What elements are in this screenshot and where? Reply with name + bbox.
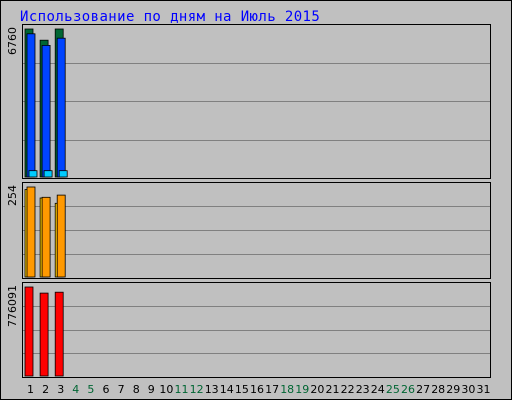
panel-3-series-1-bar-day-1 bbox=[24, 286, 34, 377]
x-tick-label-7: 7 bbox=[118, 383, 125, 396]
panel-2-max-label: 254 bbox=[6, 185, 19, 206]
panel-2-series-2-bar-day-1 bbox=[26, 186, 36, 278]
x-tick-label-21: 21 bbox=[326, 383, 340, 396]
panel-1-max-label: 6760 bbox=[6, 27, 19, 55]
x-tick-label-23: 23 bbox=[356, 383, 370, 396]
x-tick-label-6: 6 bbox=[103, 383, 110, 396]
x-tick-label-12: 12 bbox=[190, 383, 204, 396]
x-tick-label-11: 11 bbox=[175, 383, 189, 396]
x-tick-label-31: 31 bbox=[477, 383, 491, 396]
panel-3-max-label: 776091 bbox=[6, 285, 19, 327]
panel-2-border bbox=[22, 182, 491, 279]
panel-1-series-2-bar-day-2 bbox=[41, 45, 51, 178]
panel-1-series-3-bar-day-2 bbox=[43, 170, 53, 178]
x-tick-label-9: 9 bbox=[148, 383, 155, 396]
chart-title: Использование по дням на Июль 2015 bbox=[20, 9, 321, 25]
x-tick-label-15: 15 bbox=[235, 383, 249, 396]
panel-3-background bbox=[22, 282, 490, 377]
panel-3-series-1-bar-day-2 bbox=[39, 292, 49, 377]
panel-2-series-2-bar-day-2 bbox=[41, 196, 51, 278]
x-tick-label-16: 16 bbox=[250, 383, 264, 396]
panel-1-series-3-bar-day-1 bbox=[28, 170, 38, 178]
x-tick-label-13: 13 bbox=[205, 383, 219, 396]
x-tick-label-25: 25 bbox=[386, 383, 400, 396]
x-tick-label-10: 10 bbox=[159, 383, 173, 396]
x-tick-label-3: 3 bbox=[57, 383, 64, 396]
x-tick-label-4: 4 bbox=[72, 383, 79, 396]
x-tick-label-8: 8 bbox=[133, 383, 140, 396]
x-tick-label-18: 18 bbox=[280, 383, 294, 396]
x-tick-label-17: 17 bbox=[265, 383, 279, 396]
x-tick-label-28: 28 bbox=[431, 383, 445, 396]
x-tick-label-20: 20 bbox=[310, 383, 324, 396]
panel-3-border bbox=[22, 282, 491, 378]
x-tick-label-1: 1 bbox=[27, 383, 34, 396]
x-tick-label-19: 19 bbox=[295, 383, 309, 396]
x-tick-label-14: 14 bbox=[220, 383, 234, 396]
x-tick-label-24: 24 bbox=[371, 383, 385, 396]
x-tick-label-22: 22 bbox=[341, 383, 355, 396]
x-tick-label-29: 29 bbox=[446, 383, 460, 396]
panel-1-border bbox=[22, 24, 491, 179]
x-tick-label-30: 30 bbox=[461, 383, 475, 396]
x-tick-label-5: 5 bbox=[87, 383, 94, 396]
panel-1-series-2-bar-day-3 bbox=[56, 37, 66, 178]
panel-3-series-1-bar-day-3 bbox=[54, 291, 64, 377]
x-tick-label-27: 27 bbox=[416, 383, 430, 396]
panel-1-series-2-bar-day-1 bbox=[26, 33, 36, 178]
panel-1-series-3-bar-day-3 bbox=[58, 170, 68, 178]
x-tick-label-2: 2 bbox=[42, 383, 49, 396]
x-tick-label-26: 26 bbox=[401, 383, 415, 396]
panel-2-series-2-bar-day-3 bbox=[56, 194, 66, 278]
